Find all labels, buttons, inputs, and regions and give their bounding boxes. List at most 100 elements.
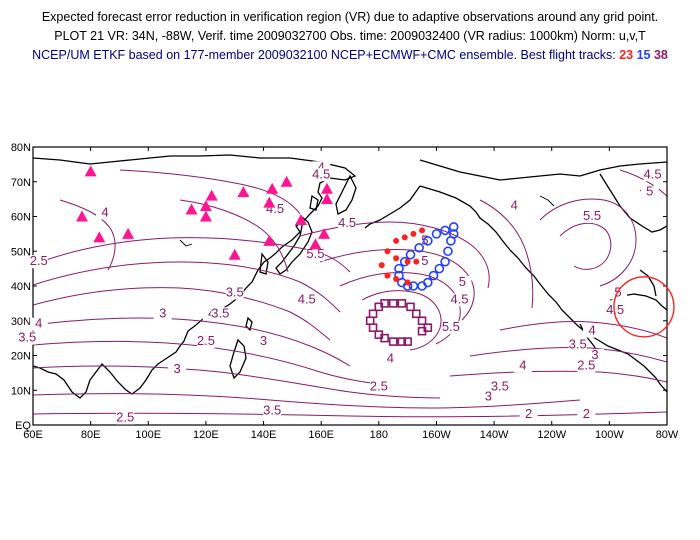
lat-label: 30N bbox=[11, 316, 31, 328]
contour-label-bg bbox=[450, 293, 469, 307]
contour-label: 4.5 bbox=[298, 291, 316, 306]
contour-label: 4.5 bbox=[338, 215, 356, 230]
contour-label: 4 bbox=[387, 350, 394, 365]
contour-label-bg bbox=[338, 216, 357, 230]
contour-label: 5.5 bbox=[442, 319, 460, 334]
track-15-point bbox=[431, 229, 442, 239]
contour-label: 4.5 bbox=[606, 302, 624, 317]
contour-label-bg bbox=[116, 411, 135, 425]
raob-triangle bbox=[205, 189, 218, 201]
track-23-point bbox=[404, 279, 411, 286]
lon-label: 120W bbox=[537, 429, 566, 441]
contour-label-bg bbox=[225, 286, 244, 300]
contour-label-bg bbox=[519, 408, 538, 422]
lon-label: 80W bbox=[656, 429, 679, 441]
contour-label-bg bbox=[297, 293, 316, 307]
title-line-1: Expected forecast error reduction in ver… bbox=[41, 10, 659, 24]
raob-triangle bbox=[320, 182, 333, 194]
contour-label-bg bbox=[606, 303, 625, 317]
track-15-point bbox=[394, 263, 404, 274]
title-line-2: PLOT 21 VR: 34N, -88W, Verif. time 20090… bbox=[54, 29, 646, 43]
contour-label: 4 bbox=[588, 323, 595, 338]
contour-label: 5.5 bbox=[583, 208, 601, 223]
lon-label: 160W bbox=[422, 429, 451, 441]
contour-label-bg bbox=[577, 408, 596, 422]
track-23-label: 23 bbox=[619, 48, 634, 62]
title-line-3: NCEP/UM ETKF based on 177-member 2009032… bbox=[0, 46, 700, 65]
raob-triangle bbox=[263, 234, 276, 246]
contour-label-bg bbox=[643, 168, 662, 182]
raob-triangle bbox=[199, 200, 212, 212]
contour-label: 3.5 bbox=[263, 403, 281, 418]
lon-label: 140W bbox=[480, 429, 509, 441]
contour-label-bg bbox=[96, 206, 115, 220]
contour-label-bg bbox=[312, 168, 331, 182]
contour-label: 3.5 bbox=[491, 378, 509, 393]
raob-triangle bbox=[309, 238, 322, 250]
track-23-point bbox=[404, 258, 411, 265]
track-38-point bbox=[368, 309, 378, 319]
lat-label: 10N bbox=[11, 385, 31, 397]
track-38-point bbox=[380, 299, 389, 308]
track-38-point bbox=[380, 333, 389, 343]
lat-label: 40N bbox=[11, 281, 31, 293]
raob-triangle bbox=[237, 186, 250, 198]
contour-label: 2.5 bbox=[30, 253, 48, 268]
track-38-point bbox=[403, 337, 412, 346]
raob-triangle bbox=[280, 175, 293, 187]
contour-label-bg bbox=[415, 255, 434, 269]
contour-label: 5.5 bbox=[306, 246, 324, 261]
track-15-point bbox=[423, 236, 433, 246]
contour-label-bg bbox=[18, 331, 37, 345]
lon-label: 100W bbox=[595, 429, 624, 441]
track-38-point bbox=[417, 326, 427, 336]
lat-label: 20N bbox=[11, 351, 31, 363]
lon-label: 140E bbox=[251, 429, 277, 441]
track-23-point bbox=[393, 255, 400, 262]
track-38-point bbox=[417, 316, 427, 326]
track-38-label: 38 bbox=[653, 48, 668, 62]
verification-circle bbox=[613, 276, 675, 338]
raob-triangles bbox=[75, 165, 333, 260]
contour-label: 4.5 bbox=[450, 291, 468, 306]
track-38-point bbox=[397, 337, 407, 346]
latitude-labels: 80N 70N 60N 50N 40N 30N 20N 10N EQ bbox=[11, 142, 32, 432]
raob-triangle bbox=[122, 227, 135, 239]
track-23-point bbox=[378, 262, 385, 269]
lon-label: 100E bbox=[135, 429, 161, 441]
track-23-point bbox=[401, 234, 408, 241]
figure-title: Expected forecast error reduction in ver… bbox=[0, 8, 700, 65]
track-23-point bbox=[413, 258, 420, 265]
contour-label-bg bbox=[640, 185, 659, 199]
contour-label: 3 bbox=[159, 305, 166, 320]
contour-label: 4 bbox=[35, 316, 42, 331]
contour-label-bg bbox=[254, 335, 273, 349]
contour-label: 3.5 bbox=[211, 305, 229, 320]
raob-triangle bbox=[318, 227, 331, 239]
track-23-point bbox=[384, 272, 391, 279]
contour-label-bg bbox=[306, 248, 325, 262]
track-23-point bbox=[393, 237, 400, 244]
track-15-point bbox=[405, 249, 416, 260]
contour-label-bg bbox=[568, 338, 587, 352]
verification-region bbox=[613, 276, 675, 338]
coastlines bbox=[33, 154, 667, 399]
contour-label: 5 bbox=[421, 232, 428, 247]
contour-label-bg bbox=[583, 209, 602, 223]
track-38-point bbox=[397, 299, 407, 308]
contour-label: 4 bbox=[318, 159, 325, 174]
contour-label: 2.5 bbox=[370, 378, 388, 393]
track-15-point bbox=[448, 222, 459, 232]
track-38-point bbox=[388, 299, 398, 308]
track-38-point bbox=[406, 302, 415, 312]
contour-label: 5 bbox=[421, 253, 428, 268]
raob-triangle bbox=[263, 196, 276, 208]
contour-label: 4 bbox=[101, 205, 108, 220]
track-15-point bbox=[448, 229, 459, 239]
contour-label: 3 bbox=[591, 347, 598, 362]
contour-label: 3.5 bbox=[226, 284, 244, 299]
raob-triangle bbox=[295, 213, 308, 225]
contour-label-bg bbox=[577, 359, 596, 373]
lon-label: 160E bbox=[308, 429, 334, 441]
raob-triangle bbox=[266, 182, 279, 194]
